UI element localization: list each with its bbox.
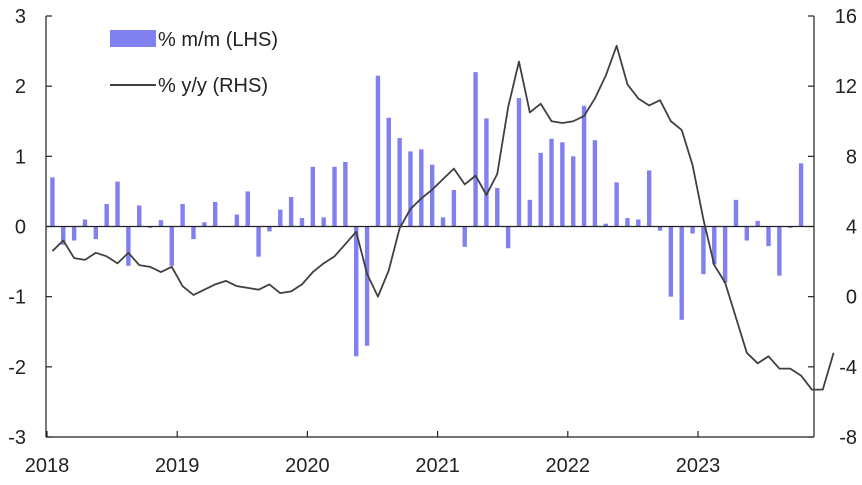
bar-mm-2023-10 [798, 163, 804, 227]
bar-mm-2018-08 [126, 226, 131, 266]
bar-mm-2023-09 [788, 226, 793, 228]
bar-mm-2018-06 [104, 204, 109, 227]
y-left-tick-label: -1 [8, 287, 26, 309]
bar-mm-2019-09 [267, 226, 272, 232]
bar-mm-2021-08 [516, 98, 522, 227]
bar-mm-2020-11 [419, 149, 424, 227]
x-tick-label-2019: 2019 [155, 455, 200, 477]
bar-mm-2022-05 [614, 182, 619, 227]
y-left-tick-label: -2 [8, 357, 26, 379]
bar-mm-2022-09 [657, 226, 663, 231]
bar-mm-2022-01 [571, 156, 576, 227]
bar-mm-2023-07 [766, 226, 771, 247]
line-series-yy [51, 44, 835, 391]
line-yy-path [51, 44, 835, 391]
bar-mm-2019-02 [191, 226, 196, 240]
x-tick-label-2020: 2020 [285, 455, 330, 477]
y-right-tick-label: 16 [835, 6, 857, 28]
x-tick-label-2023: 2023 [676, 455, 721, 477]
bar-mm-2018-02 [61, 226, 66, 245]
bar-mm-2020-03 [332, 166, 337, 227]
bar-mm-2019-11 [288, 197, 294, 227]
bar-mm-2021-04 [473, 72, 478, 227]
bar-mm-2022-07 [636, 219, 641, 227]
bar-mm-2020-10 [408, 151, 413, 227]
bar-mm-2022-11 [679, 226, 684, 320]
bar-mm-2020-12 [429, 164, 435, 227]
bar-series-mm [50, 72, 804, 357]
bar-mm-2018-07 [115, 181, 120, 227]
bar-mm-2020-07 [375, 75, 381, 227]
bar-mm-2019-06 [234, 214, 240, 227]
bar-mm-2019-12 [299, 218, 305, 227]
y-left-tick-label: 1 [15, 146, 26, 168]
bar-mm-2022-06 [625, 218, 630, 227]
bar-mm-2023-04 [733, 199, 739, 227]
bar-mm-2019-04 [212, 201, 218, 227]
y-right-tick-label: 12 [835, 76, 857, 98]
bar-mm-2021-01 [440, 217, 446, 227]
bar-mm-2021-12 [560, 142, 565, 227]
bar-mm-2018-05 [93, 226, 99, 240]
bar-mm-2022-02 [581, 105, 587, 227]
bar-mm-2021-10 [538, 152, 543, 227]
x-tick-label-2021: 2021 [415, 455, 460, 477]
bar-mm-2023-06 [755, 220, 760, 227]
bar-mm-2020-04 [343, 161, 348, 227]
bar-mm-2021-11 [549, 138, 554, 227]
y-right-tick-label: -8 [839, 427, 857, 449]
legend-label-yy: % y/y (RHS) [158, 75, 268, 97]
bar-mm-2023-01 [701, 226, 706, 275]
legend-bar-swatch [110, 30, 156, 47]
y-right-tick-label: 0 [846, 287, 857, 309]
bar-mm-2022-10 [668, 226, 674, 297]
y-right-tick-label: 4 [846, 217, 857, 239]
bar-mm-2018-04 [82, 219, 88, 227]
y-left-tick-label: 0 [15, 217, 26, 239]
legend: % m/m (LHS) % y/y (RHS) [110, 29, 278, 97]
y-right-tick-label: 8 [846, 146, 857, 168]
bar-mm-2021-09 [527, 199, 533, 227]
y-left-tick-label: -3 [8, 427, 26, 449]
bar-mm-2021-07 [505, 226, 511, 249]
bar-mm-2023-03 [722, 226, 728, 283]
bar-mm-2018-12 [169, 226, 174, 266]
y-right-tick-label: -4 [839, 357, 857, 379]
bar-mm-2020-06 [364, 226, 370, 346]
bar-mm-2019-03 [202, 222, 207, 227]
bar-mm-2020-01 [310, 166, 316, 227]
bar-mm-2018-10 [147, 226, 153, 228]
bar-mm-2020-02 [321, 217, 326, 227]
bar-mm-2020-09 [397, 138, 402, 227]
bar-mm-2022-03 [592, 140, 598, 227]
bar-mm-2020-05 [354, 226, 359, 357]
bar-mm-2021-03 [462, 226, 467, 247]
bar-mm-2023-08 [777, 226, 782, 276]
bar-mm-2018-11 [158, 220, 164, 227]
y-left-tick-label: 3 [15, 6, 26, 28]
bar-mm-2019-10 [278, 209, 283, 227]
bar-mm-2020-08 [386, 117, 391, 227]
bar-mm-2018-01 [50, 177, 55, 227]
bar-mm-2019-07 [245, 191, 250, 227]
bar-mm-2021-06 [495, 187, 500, 227]
bar-mm-2019-08 [256, 226, 261, 257]
legend-label-mm: % m/m (LHS) [158, 29, 278, 51]
bar-mm-2019-01 [180, 204, 185, 227]
x-tick-label-2018: 2018 [25, 455, 70, 477]
bar-mm-2023-02 [712, 226, 717, 265]
bar-mm-2021-05 [484, 118, 489, 227]
bar-mm-2022-04 [603, 223, 608, 227]
y-left-tick-label: 2 [15, 76, 26, 98]
bar-mm-2018-03 [71, 226, 77, 241]
bar-mm-2022-12 [690, 226, 695, 234]
bar-mm-2018-09 [137, 205, 142, 227]
x-tick-label-2022: 2022 [546, 455, 591, 477]
bar-mm-2023-05 [744, 226, 750, 241]
bar-mm-2022-08 [646, 170, 652, 227]
bar-mm-2021-02 [451, 190, 457, 227]
